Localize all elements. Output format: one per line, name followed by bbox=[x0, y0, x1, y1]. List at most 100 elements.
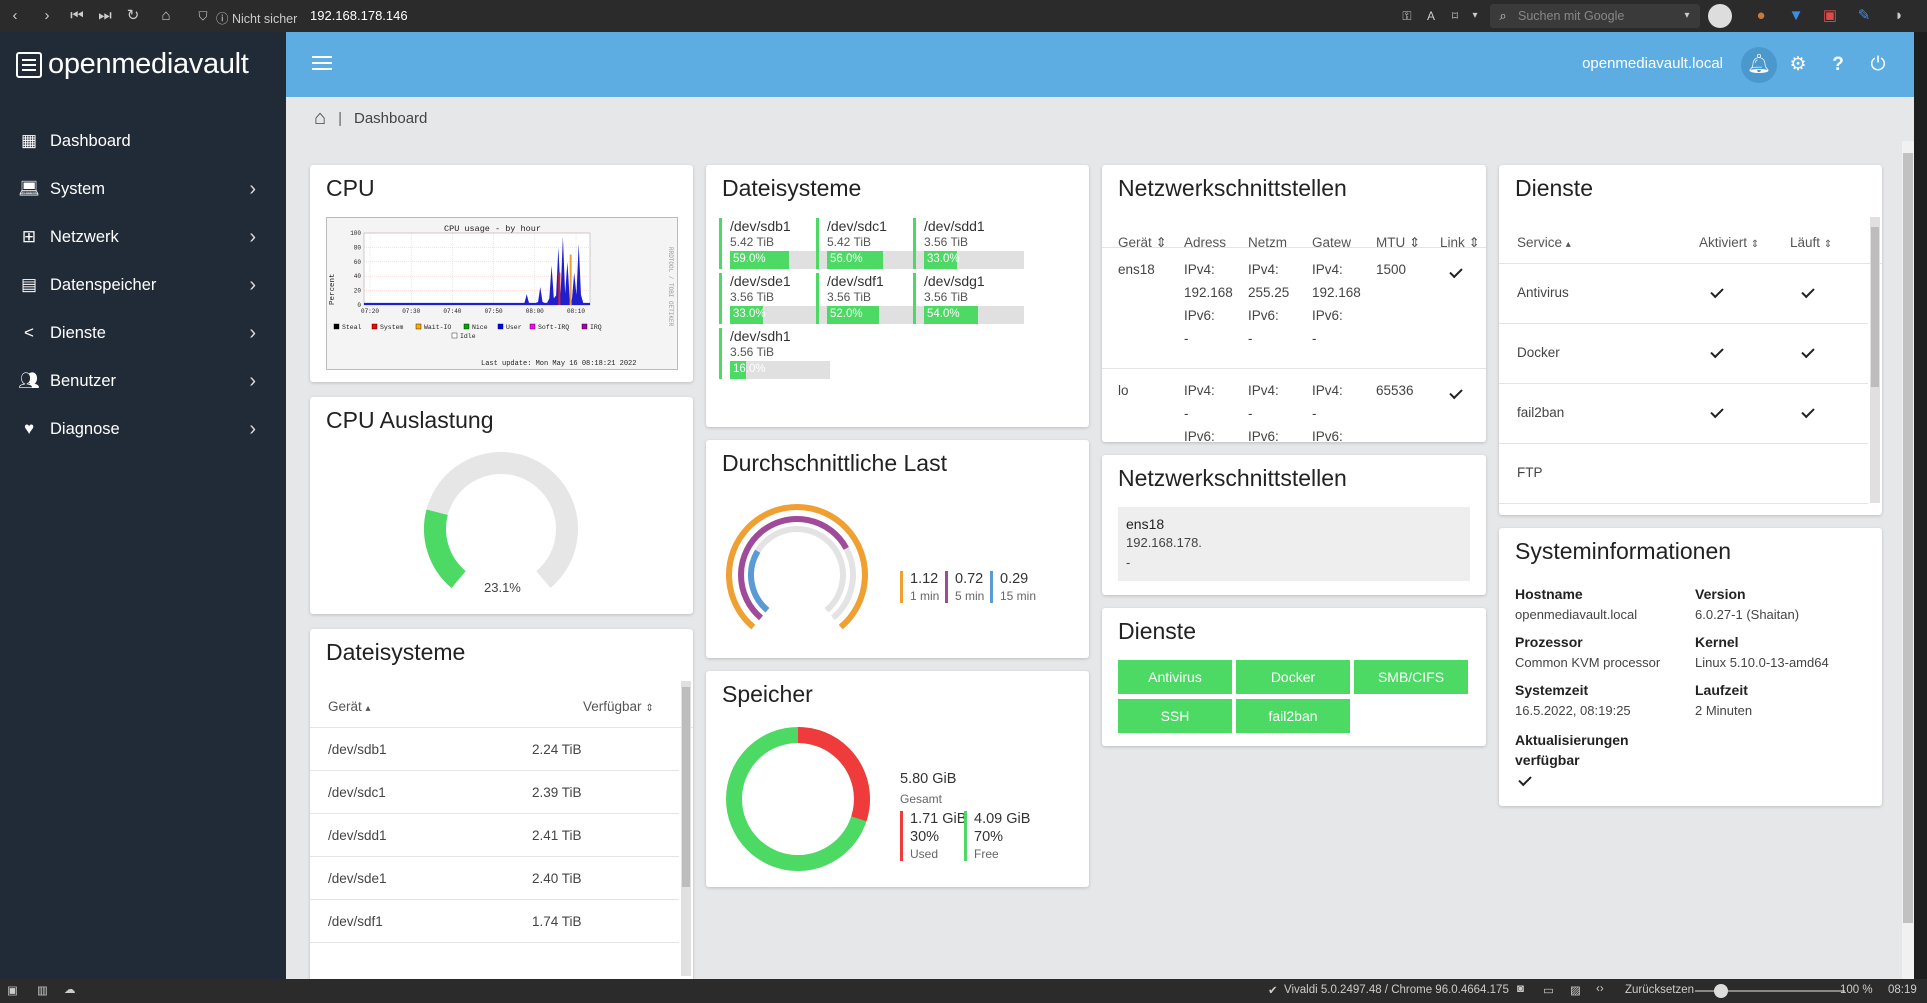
extension-icon[interactable]: ▣ bbox=[1822, 7, 1838, 24]
column-header[interactable]: Adress bbox=[1184, 235, 1227, 250]
column-header[interactable]: Link ⇕ bbox=[1440, 235, 1480, 250]
table-row[interactable]: loIPv4:-IPv6:-IPv4:-IPv6:-IPv4:-IPv6:-65… bbox=[1102, 369, 1486, 442]
home-icon[interactable]: ⌂ bbox=[161, 7, 171, 24]
extension-icon[interactable]: ✎ bbox=[1857, 7, 1871, 24]
camera-icon[interactable]: ◙ bbox=[1517, 983, 1524, 995]
home-icon[interactable]: ⌂ bbox=[314, 107, 327, 129]
table-row[interactable]: FTP bbox=[1499, 444, 1868, 504]
table-row[interactable]: /dev/sdd1 2.41 TiB bbox=[310, 814, 679, 857]
page-scrollbar-thumb[interactable] bbox=[1903, 153, 1913, 923]
service-button[interactable]: SMB/CIFS bbox=[1354, 660, 1468, 694]
bell-icon[interactable]: 🔔︎ bbox=[1741, 47, 1777, 83]
table-row[interactable]: Antivirus bbox=[1499, 264, 1868, 324]
search-engine-dropdown-icon[interactable]: ▾ bbox=[1684, 10, 1690, 21]
legend-swatch bbox=[529, 323, 536, 330]
interface-card[interactable]: ens18 192.168.178. - bbox=[1118, 507, 1470, 581]
column-header-device[interactable]: Gerät ▴ bbox=[328, 699, 371, 714]
sidebar-item-dashboard[interactable]: ▦ Dashboard bbox=[0, 121, 286, 161]
rewind-icon[interactable]: ⏮ bbox=[70, 7, 84, 24]
column-header[interactable]: Gatew bbox=[1312, 235, 1352, 250]
profile-avatar[interactable] bbox=[1708, 4, 1732, 28]
sidebar-item-system[interactable]: 💻︎ System › bbox=[0, 169, 286, 209]
translate-icon[interactable]: A bbox=[1426, 9, 1435, 23]
table-row[interactable]: fail2ban bbox=[1499, 384, 1868, 444]
help-icon[interactable]: ? bbox=[1832, 54, 1844, 75]
service-button[interactable]: Docker bbox=[1236, 660, 1350, 694]
key-icon[interactable]: ⚿ bbox=[1402, 9, 1412, 23]
tiling-icon[interactable]: ▥ bbox=[37, 985, 48, 997]
service-button[interactable]: fail2ban bbox=[1236, 699, 1350, 733]
table-row[interactable]: /dev/sdc1 2.39 TiB bbox=[310, 771, 679, 814]
chevron-right-icon: › bbox=[249, 225, 256, 248]
column-header[interactable]: MTU ⇕ bbox=[1376, 235, 1421, 250]
panel-toggle-icon[interactable]: ▣ bbox=[7, 985, 18, 997]
heartbeat-icon: ♥ bbox=[23, 419, 35, 438]
table-row[interactable]: /dev/sdb1 2.24 TiB bbox=[310, 728, 679, 771]
filesystem-tile[interactable]: /dev/sdb1 5.42 TiB 59.0% bbox=[719, 218, 831, 269]
filesystem-usage-percent: 16.0% bbox=[733, 363, 766, 375]
filesystem-tile[interactable]: /dev/sdd1 3.56 TiB 33.0% bbox=[913, 218, 1025, 269]
sidebar-item-diagnostics[interactable]: ♥ Diagnose › bbox=[0, 409, 286, 449]
bookmark-icon[interactable]: ⌑ bbox=[1451, 9, 1459, 23]
filesystem-tile[interactable]: /dev/sdg1 3.56 TiB 54.0% bbox=[913, 273, 1025, 324]
load-interval: 1 min bbox=[910, 589, 940, 603]
address-cell-line: - bbox=[1312, 331, 1317, 346]
sidebar-item-storage[interactable]: ▤ Datenspeicher › bbox=[0, 265, 286, 305]
table-scrollbar-thumb[interactable] bbox=[682, 687, 690, 887]
services-widget: Dienste Antivirus Docker SMB/CIFS SSH fail2b… bbox=[1102, 608, 1486, 746]
filesystem-tile[interactable]: /dev/sdh1 3.56 TiB 16.0% bbox=[719, 328, 831, 379]
table-row[interactable]: /dev/sdf1 1.74 TiB bbox=[310, 900, 679, 943]
legend-swatch bbox=[371, 323, 378, 330]
graph-plot-area: 100 80 60 40 20 007:20 07:30 07:40 07:50 08:00 08:… bbox=[350, 230, 591, 315]
sidebar-item-network[interactable]: ⊞ Netzwerk › bbox=[0, 217, 286, 257]
load-average-widget: Durchschnittliche Last 1.12 1 min 0.72 5 mi… bbox=[706, 440, 1089, 658]
sidebar-item-users[interactable]: 👥︎ Benutzer › bbox=[0, 361, 286, 401]
extension-icon[interactable]: ▼ bbox=[1788, 7, 1804, 24]
column-header-running[interactable]: Läuft ⇕ bbox=[1790, 235, 1832, 250]
table-scrollbar-thumb[interactable] bbox=[1871, 227, 1879, 387]
column-header[interactable]: Netzm bbox=[1248, 235, 1288, 250]
filesystem-tile[interactable]: /dev/sdf1 3.56 TiB 52.0% bbox=[816, 273, 928, 324]
zoom-reset-button[interactable]: Zurücksetzen bbox=[1625, 984, 1695, 996]
sync-cloud-icon[interactable]: ☁ bbox=[64, 984, 76, 996]
forward-icon[interactable]: › bbox=[44, 7, 50, 24]
dropdown-icon[interactable]: ▾ bbox=[1472, 10, 1478, 21]
table-row[interactable]: Docker bbox=[1499, 324, 1868, 384]
back-icon[interactable]: ‹ bbox=[12, 7, 18, 24]
table-row[interactable]: ens18 IPv4: 192.168 IPv6: - IPv4: 255.25 IPv6: -… bbox=[1102, 248, 1486, 369]
zoom-slider[interactable] bbox=[1695, 984, 1845, 998]
menu-toggle-icon[interactable] bbox=[312, 56, 332, 72]
memory-total-value: 5.80 GiB bbox=[900, 771, 957, 787]
graph-xtick: 07:50 bbox=[485, 308, 503, 315]
table-row[interactable]: /dev/sde1 2.40 TiB bbox=[310, 857, 679, 900]
security-label[interactable]: ⓘ Nicht sicher bbox=[216, 12, 298, 26]
table-scrollbar[interactable] bbox=[1870, 217, 1880, 503]
brand-logo[interactable]: openmediavault bbox=[16, 48, 249, 81]
check-icon bbox=[1801, 344, 1815, 359]
image-icon[interactable]: ▨ bbox=[1570, 985, 1581, 997]
window-icon[interactable]: ▭ bbox=[1543, 985, 1554, 997]
sidebar-item-services[interactable]: < Dienste › bbox=[0, 313, 286, 353]
address-cell-line: IPv6: bbox=[1184, 308, 1215, 323]
widget-title: Dateisysteme bbox=[326, 639, 466, 665]
column-header-enabled[interactable]: Aktiviert ⇕ bbox=[1699, 235, 1759, 250]
extension-icon[interactable]: ◗ bbox=[1894, 7, 1904, 24]
page-scrollbar[interactable] bbox=[1902, 141, 1914, 979]
column-header-available[interactable]: Verfügbar ⇕ bbox=[583, 699, 654, 714]
address-bar[interactable]: 192.168.178.146 bbox=[310, 8, 408, 23]
extension-icon[interactable]: ● bbox=[1756, 7, 1766, 24]
reload-icon[interactable]: ↻ bbox=[126, 7, 140, 24]
filesystem-tile[interactable]: /dev/sdc1 5.42 TiB 56.0% bbox=[816, 218, 928, 269]
search-input[interactable]: Suchen mit Google bbox=[1490, 4, 1700, 28]
filesystem-tile[interactable]: /dev/sde1 3.56 TiB 33.0% bbox=[719, 273, 831, 324]
service-button[interactable]: SSH bbox=[1118, 699, 1232, 733]
zoom-slider-handle[interactable] bbox=[1714, 984, 1728, 998]
power-icon[interactable]: ⏻ bbox=[1870, 54, 1886, 75]
code-icon[interactable]: ‹› bbox=[1596, 983, 1604, 995]
fastforward-icon[interactable]: ⏭ bbox=[98, 7, 112, 24]
gear-icon[interactable]: ⚙ bbox=[1789, 54, 1807, 75]
column-header[interactable]: Gerät ⇕ bbox=[1118, 235, 1167, 250]
column-header-service[interactable]: Service ▴ bbox=[1517, 235, 1571, 250]
table-scrollbar[interactable] bbox=[681, 681, 691, 976]
service-button[interactable]: Antivirus bbox=[1118, 660, 1232, 694]
